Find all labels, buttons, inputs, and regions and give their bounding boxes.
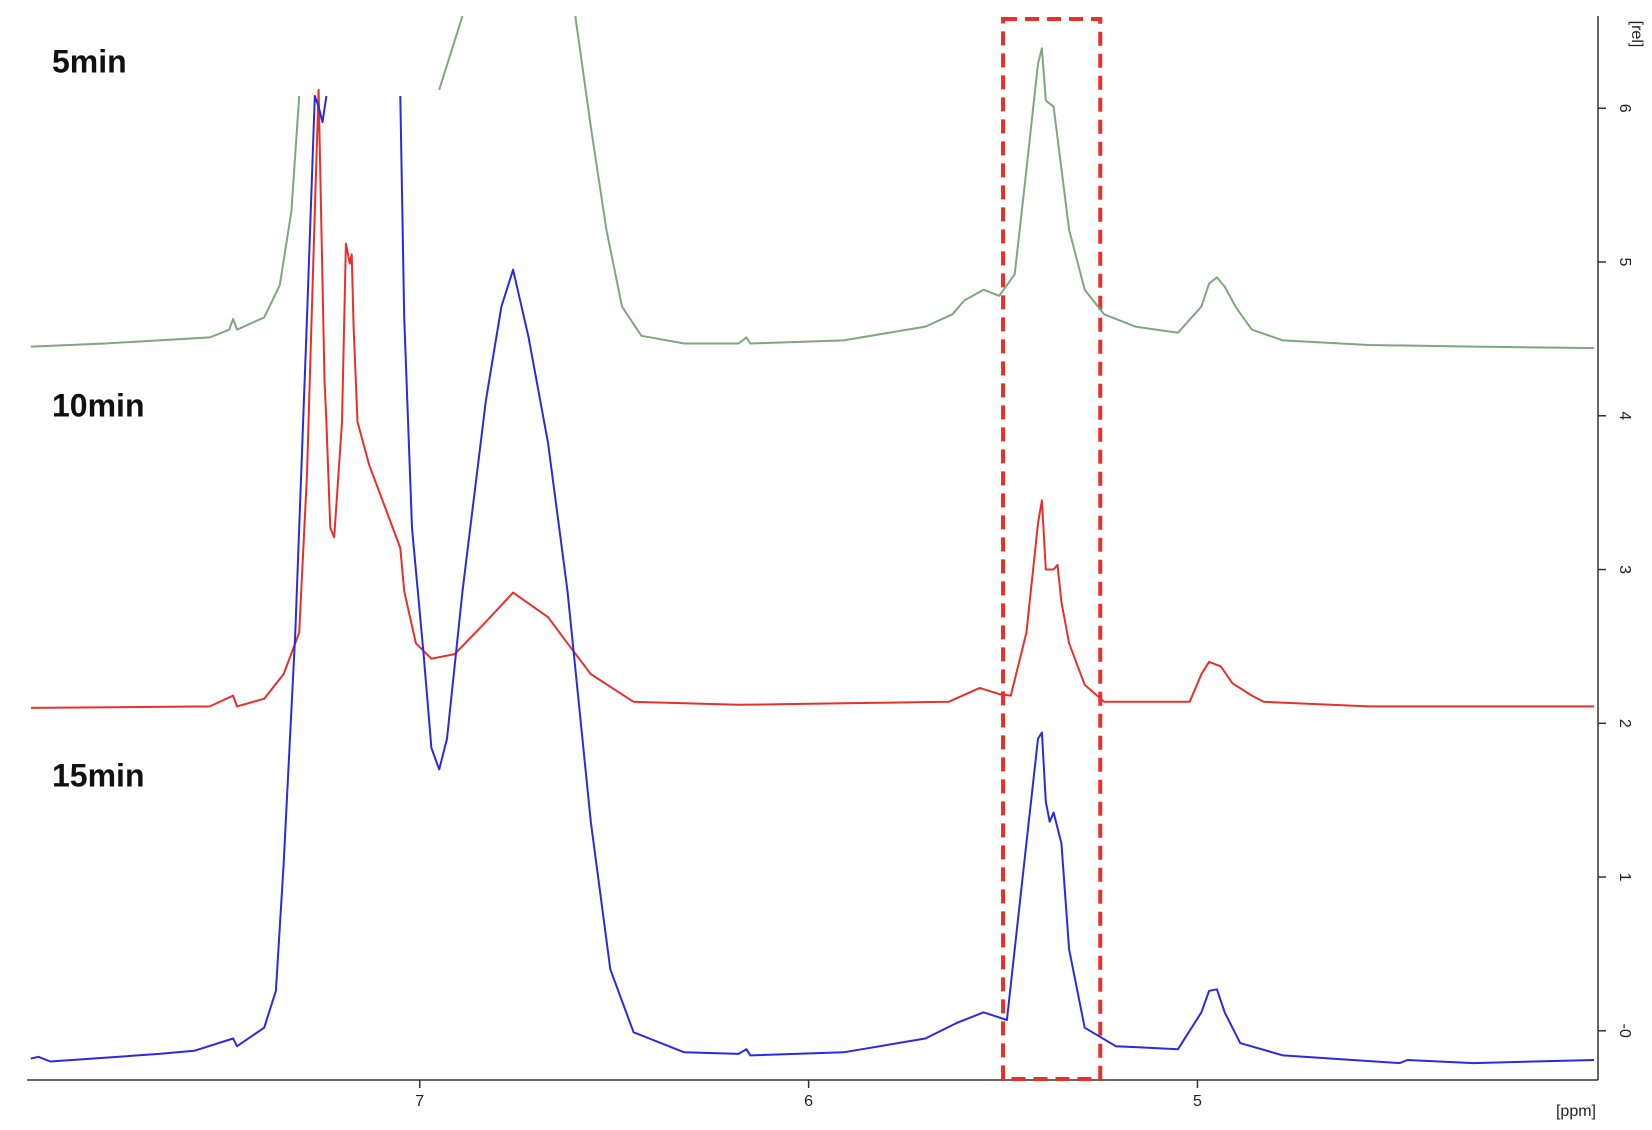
series-label: 5min — [52, 43, 127, 79]
highlight-box — [1001, 17, 1103, 1081]
y-axis-label: [rel] — [1628, 21, 1645, 48]
y-tick-label: 4 — [1616, 411, 1633, 420]
x-tick-label: 7 — [415, 1093, 424, 1110]
spectrum-line — [30, 16, 1595, 350]
y-tick-label: -0 — [1616, 1024, 1633, 1038]
y-tick-label: 1 — [1616, 873, 1633, 882]
y-tick-label: 3 — [1616, 565, 1633, 574]
series-label: 15min — [52, 757, 144, 793]
y-tick-label: 6 — [1616, 104, 1633, 113]
x-tick-label: 6 — [804, 1093, 813, 1110]
spectrum-line — [30, 88, 1595, 709]
y-tick-label: 5 — [1616, 258, 1633, 267]
plot-area — [30, 16, 1595, 1065]
x-axis-label: [ppm] — [1556, 1103, 1596, 1120]
x-tick-label: 5 — [1193, 1093, 1202, 1110]
spectrum-line — [30, 95, 1595, 1065]
y-tick-label: 2 — [1616, 719, 1633, 728]
series-label: 10min — [52, 387, 144, 423]
